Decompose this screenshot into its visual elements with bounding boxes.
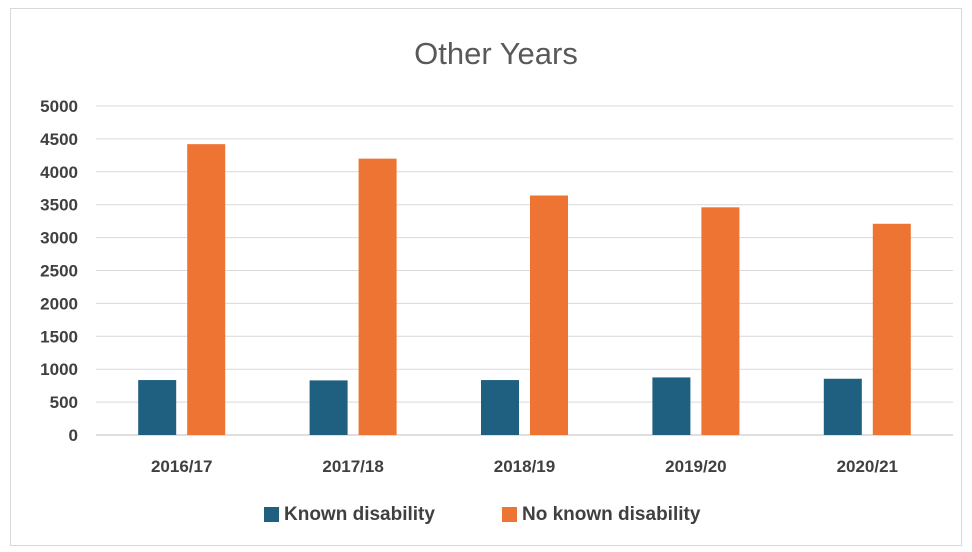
x-tick-label: 2019/20	[665, 457, 726, 476]
chart-frame	[10, 8, 962, 546]
y-tick-label: 1500	[40, 327, 78, 346]
x-tick-label: 2018/19	[494, 457, 555, 476]
y-tick-label: 1000	[40, 360, 78, 379]
bar-no-known-disability	[530, 195, 568, 435]
bar-known-disability	[652, 377, 691, 435]
y-tick-label: 2500	[40, 262, 78, 281]
bars	[138, 144, 911, 435]
y-tick-label: 5000	[40, 97, 78, 116]
x-tick-label: 2020/21	[837, 457, 898, 476]
y-tick-label: 4000	[40, 163, 78, 182]
chart-title: Other Years	[414, 36, 578, 71]
y-tick-label: 3000	[40, 229, 78, 248]
x-tick-label: 2016/17	[151, 457, 212, 476]
bar-known-disability	[138, 380, 177, 435]
bar-no-known-disability	[872, 223, 911, 435]
y-tick-label: 3500	[40, 196, 78, 215]
legend-swatch	[502, 507, 517, 522]
legend: Known disability No known disability	[264, 504, 701, 525]
y-tick-label: 4500	[40, 130, 78, 149]
bar-known-disability	[481, 380, 519, 435]
bar-no-known-disability	[358, 158, 397, 435]
gridlines	[96, 105, 953, 436]
y-tick-label: 0	[69, 426, 78, 445]
y-tick-label: 2000	[40, 294, 78, 313]
bar-no-known-disability	[701, 207, 740, 435]
x-axis-ticks: 2016/17 2017/18 2018/19 2019/20 2020/21	[151, 457, 898, 476]
bar-known-disability	[823, 378, 862, 435]
bar-no-known-disability	[187, 144, 226, 435]
legend-label: No known disability	[522, 504, 701, 525]
y-axis-ticks: 0 500 1000 1500 2000 2500 3000 3500 4000 4500 5000	[40, 97, 78, 445]
legend-swatch	[264, 507, 279, 522]
x-tick-label: 2017/18	[322, 457, 383, 476]
y-tick-label: 500	[50, 393, 78, 412]
legend-label: Known disability	[284, 504, 435, 525]
bar-known-disability	[309, 380, 348, 435]
